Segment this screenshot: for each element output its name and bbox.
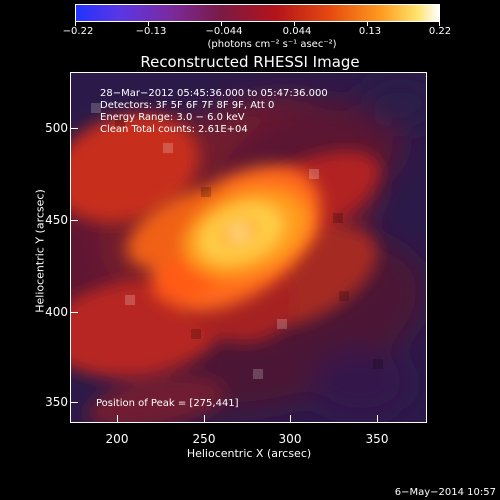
colorbar-tick bbox=[148, 22, 149, 26]
x-axis-tick bbox=[204, 415, 205, 423]
colorbar-tick bbox=[367, 22, 368, 26]
x-axis-tick-label: 350 bbox=[365, 432, 389, 446]
colorbar bbox=[75, 4, 440, 22]
colorbar-tick bbox=[75, 22, 76, 26]
colorbar-label: 0.13 bbox=[358, 26, 382, 37]
image-pixel-texture bbox=[91, 103, 383, 379]
y-axis-tick-label: 350 bbox=[45, 395, 68, 409]
colorbar-label: −0.044 bbox=[205, 26, 243, 37]
y-axis-tick bbox=[70, 128, 78, 129]
x-axis-tick bbox=[117, 415, 118, 423]
colorbar-label: 0.22 bbox=[428, 26, 452, 37]
y-axis-tick-label: 450 bbox=[45, 213, 68, 227]
y-axis-tick bbox=[70, 312, 78, 313]
x-axis-label: Heliocentric X (arcsec) bbox=[186, 447, 312, 460]
peak-position-text: Position of Peak = [275,441] bbox=[96, 398, 239, 409]
plot-title: Reconstructed RHESSI Image bbox=[140, 53, 360, 71]
y-axis-tick-label: 400 bbox=[45, 305, 68, 319]
clean-counts-text: Clean Total counts: 2.61E+04 bbox=[100, 124, 248, 135]
y-axis-tick bbox=[70, 402, 78, 403]
y-axis-label: Heliocentric Y (arcsec) bbox=[33, 189, 47, 313]
detectors-text: Detectors: 3F 5F 6F 7F 8F 9F, Att 0 bbox=[100, 100, 275, 111]
x-axis-tick-label: 250 bbox=[192, 432, 216, 446]
colorbar-label: 0.044 bbox=[282, 26, 312, 37]
image-peak-layer bbox=[182, 187, 310, 279]
footer-date: 6−May−2014 10:57 bbox=[394, 487, 496, 498]
y-axis-tick bbox=[70, 220, 78, 221]
colorbar-label: −0.13 bbox=[135, 26, 167, 37]
colorbar-unit: (photons cm⁻² s⁻¹ asec⁻²) bbox=[207, 39, 337, 50]
x-axis-tick bbox=[290, 415, 291, 423]
y-axis-tick-label: 500 bbox=[45, 121, 68, 135]
colorbar-tick bbox=[221, 22, 222, 26]
x-axis-tick-label: 300 bbox=[278, 432, 302, 446]
x-axis-tick bbox=[377, 415, 378, 423]
rhessi-image-plot: 28−Mar−2012 05:45:36.000 to 05:47:36.000… bbox=[70, 72, 427, 423]
colorbar-tick bbox=[439, 22, 440, 26]
x-axis-tick-label: 200 bbox=[105, 432, 129, 446]
rhessi-image bbox=[71, 73, 426, 422]
colorbar-label: −0.22 bbox=[62, 26, 94, 37]
energy-range-text: Energy Range: 3.0 − 6.0 keV bbox=[100, 112, 245, 123]
peak-core bbox=[215, 216, 263, 250]
time-range-text: 28−Mar−2012 05:45:36.000 to 05:47:36.000 bbox=[100, 88, 328, 99]
colorbar-tick bbox=[294, 22, 295, 26]
